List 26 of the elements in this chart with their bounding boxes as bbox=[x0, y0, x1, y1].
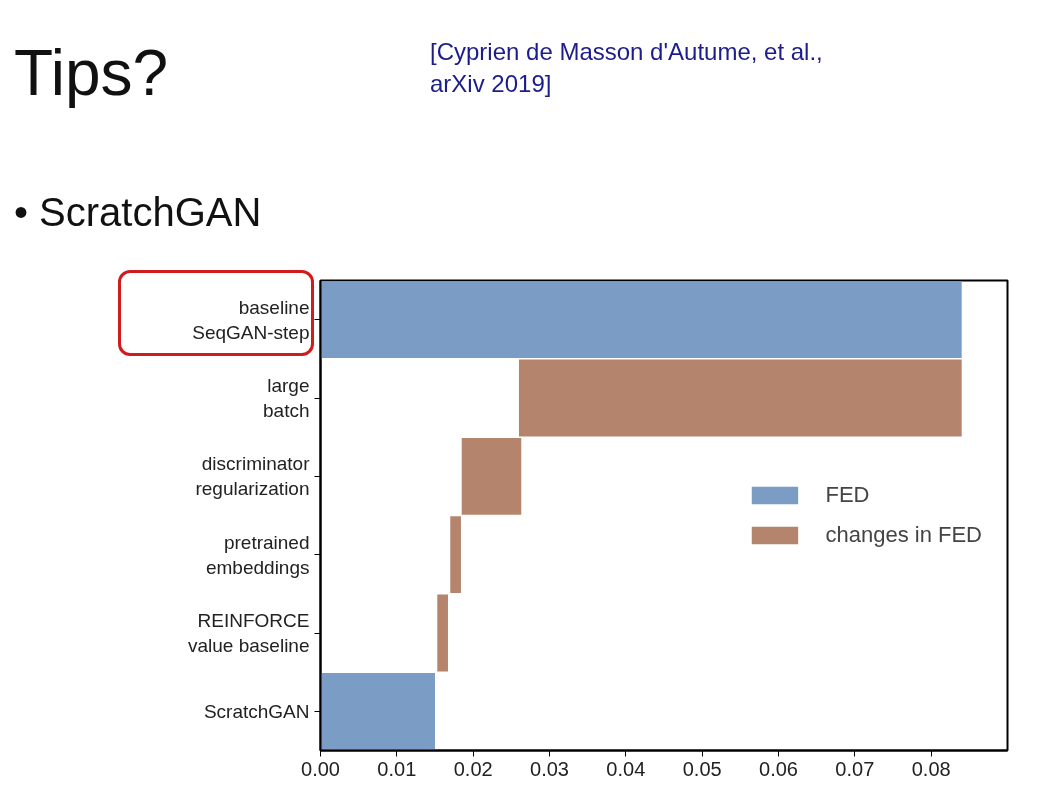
bar bbox=[518, 359, 962, 437]
bar bbox=[320, 281, 962, 359]
y-tick-label: discriminator regularization bbox=[195, 453, 311, 500]
bar bbox=[461, 437, 522, 515]
x-tick-label: 0.04 bbox=[606, 757, 646, 780]
bar bbox=[450, 516, 461, 594]
y-tick-label: baseline SeqGAN-step bbox=[192, 296, 310, 343]
text: [Cyprien de Masson d'Autume, et al., arXiv 2019] bbox=[430, 37, 824, 100]
legend-label: FED bbox=[825, 482, 870, 508]
y-tick-label: pretrained embeddings bbox=[205, 531, 310, 578]
x-tick-label: 0.05 bbox=[682, 757, 722, 780]
x-tick-label: 0.02 bbox=[453, 757, 493, 780]
legend-label: changes in FED bbox=[825, 522, 982, 548]
chart-title: Tips? bbox=[14, 36, 169, 111]
chart-subtitle: • ScratchGAN bbox=[14, 189, 262, 236]
y-tick-label: ScratchGAN bbox=[203, 700, 310, 722]
bar bbox=[320, 672, 435, 750]
x-tick-label: 0.00 bbox=[301, 757, 340, 780]
x-tick-label: 0.01 bbox=[377, 757, 417, 780]
x-tick-label: 0.08 bbox=[911, 757, 951, 780]
y-tick-label: REINFORCE value baseline bbox=[188, 609, 310, 657]
y-tick-label: large batch bbox=[263, 374, 310, 422]
x-tick-label: 0.03 bbox=[530, 757, 569, 780]
bar bbox=[437, 594, 448, 672]
x-tick-label: 0.06 bbox=[759, 757, 798, 780]
x-tick-label: 0.07 bbox=[835, 757, 875, 780]
